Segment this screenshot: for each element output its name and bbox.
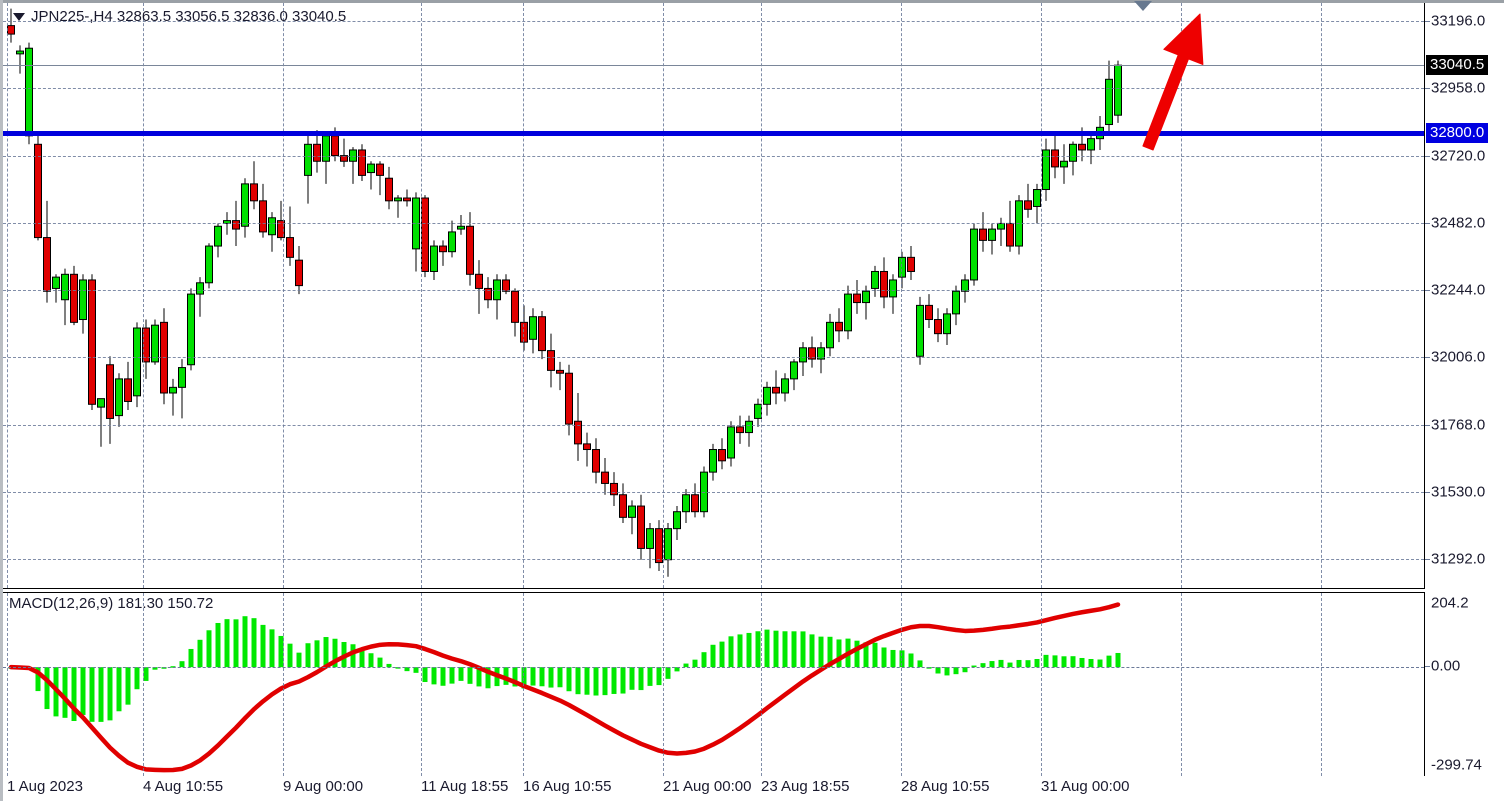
time-gridline (421, 593, 422, 776)
window-top-border (0, 0, 1504, 3)
price-chart-panel[interactable]: JPN225-,H4 32863.5 33056.5 32836.0 33040… (3, 3, 1425, 589)
time-gridline (1181, 593, 1182, 776)
time-gridline (1321, 593, 1322, 776)
price-tick-label: 32244.0 (1431, 281, 1486, 299)
chart-header-text: JPN225-,H4 32863.5 33056.5 32836.0 33040… (31, 8, 347, 25)
horizontal-price-level-line[interactable] (3, 131, 1424, 136)
time-tick-label: 21 Aug 00:00 (663, 778, 752, 795)
triangle-down-icon[interactable] (13, 13, 25, 22)
macd-series-layer (8, 602, 1121, 773)
macd-axis[interactable]: 204.2 0.00 -299.74 (1425, 592, 1504, 775)
time-gridline (1041, 593, 1042, 776)
time-gridline (7, 593, 8, 776)
price-tick-label: 32958.0 (1431, 79, 1486, 97)
macd-indicator-panel[interactable]: MACD(12,26,9) 181.30 150.72 (3, 592, 1425, 777)
price-tick (1425, 88, 1430, 90)
price-tick-label: 32006.0 (1431, 348, 1486, 366)
price-tick (1425, 559, 1430, 561)
price-gridline (3, 155, 1424, 157)
price-tick-label: 31292.0 (1431, 550, 1486, 568)
price-tick (1425, 155, 1430, 158)
time-gridline (1321, 3, 1322, 588)
macd-tick-label: -299.74 (1431, 756, 1482, 774)
price-gridline (3, 424, 1424, 426)
price-tick (1425, 222, 1430, 225)
time-axis[interactable]: 1 Aug 2023 4 Aug 10:55 9 Aug 00:00 11 Aug 1… (3, 776, 1504, 801)
price-tick (1425, 424, 1430, 427)
time-gridline (1181, 3, 1182, 588)
macd-tick-label: 204.2 (1431, 594, 1469, 612)
last-price-line (3, 65, 1424, 67)
time-gridline (761, 593, 762, 776)
window-left-border (0, 0, 3, 801)
time-tick-label: 4 Aug 10:55 (143, 778, 224, 795)
time-tick-label: 1 Aug 2023 (7, 778, 83, 795)
price-tick-label: 32720.0 (1431, 147, 1486, 165)
macd-zero-line (3, 667, 1424, 669)
price-gridline (3, 222, 1424, 224)
time-gridline (663, 593, 664, 776)
time-tick-label: 11 Aug 18:55 (421, 778, 509, 795)
macd-tick (1425, 666, 1430, 668)
price-tick (1425, 357, 1430, 359)
time-gridline (523, 3, 524, 588)
price-tick (1425, 21, 1430, 23)
price-gridline (3, 88, 1424, 90)
time-gridline (663, 3, 664, 588)
price-gridline (3, 290, 1424, 292)
price-tick-label: 31530.0 (1431, 483, 1486, 501)
time-gridline (143, 3, 144, 588)
price-tick-label: 33196.0 (1431, 12, 1486, 30)
time-gridline (761, 3, 762, 588)
price-gridline (3, 559, 1424, 561)
price-axis[interactable]: 33196.0 32958.0 32720.0 32482.0 32244.0 32006… (1425, 3, 1504, 588)
price-tick-label: 32482.0 (1431, 214, 1486, 232)
time-tick-label: 16 Aug 10:55 (523, 778, 612, 795)
time-tick-label: 31 Aug 00:00 (1041, 778, 1130, 795)
time-gridline (7, 3, 8, 588)
chart-object-marker[interactable] (1134, 1, 1152, 11)
price-tick (1425, 290, 1430, 292)
time-gridline (283, 593, 284, 776)
last-price-badge[interactable]: 33040.5 (1426, 55, 1489, 76)
price-candles-layer (7, 8, 1122, 577)
price-gridline (3, 21, 1424, 23)
time-gridline (1041, 3, 1042, 588)
chart-header-label: JPN225-,H4 32863.5 33056.5 32836.0 33040… (13, 8, 346, 25)
time-tick-label: 28 Aug 10:55 (901, 778, 990, 795)
time-gridline (283, 3, 284, 588)
macd-header-label: MACD(12,26,9) 181.30 150.72 (9, 595, 214, 612)
time-gridline (901, 3, 902, 588)
time-tick-label: 9 Aug 00:00 (283, 778, 364, 795)
price-gridline (3, 357, 1424, 359)
price-gridline (3, 491, 1424, 493)
macd-tick-label: 0.00 (1431, 657, 1461, 675)
time-gridline (523, 593, 524, 776)
price-tick (1425, 491, 1430, 494)
time-gridline (143, 593, 144, 776)
time-gridline (421, 3, 422, 588)
price-level-badge[interactable]: 32800.0 (1426, 123, 1489, 143)
price-tick-label: 31768.0 (1431, 416, 1486, 434)
time-tick-label: 23 Aug 18:55 (761, 778, 850, 795)
time-gridline (901, 593, 902, 776)
